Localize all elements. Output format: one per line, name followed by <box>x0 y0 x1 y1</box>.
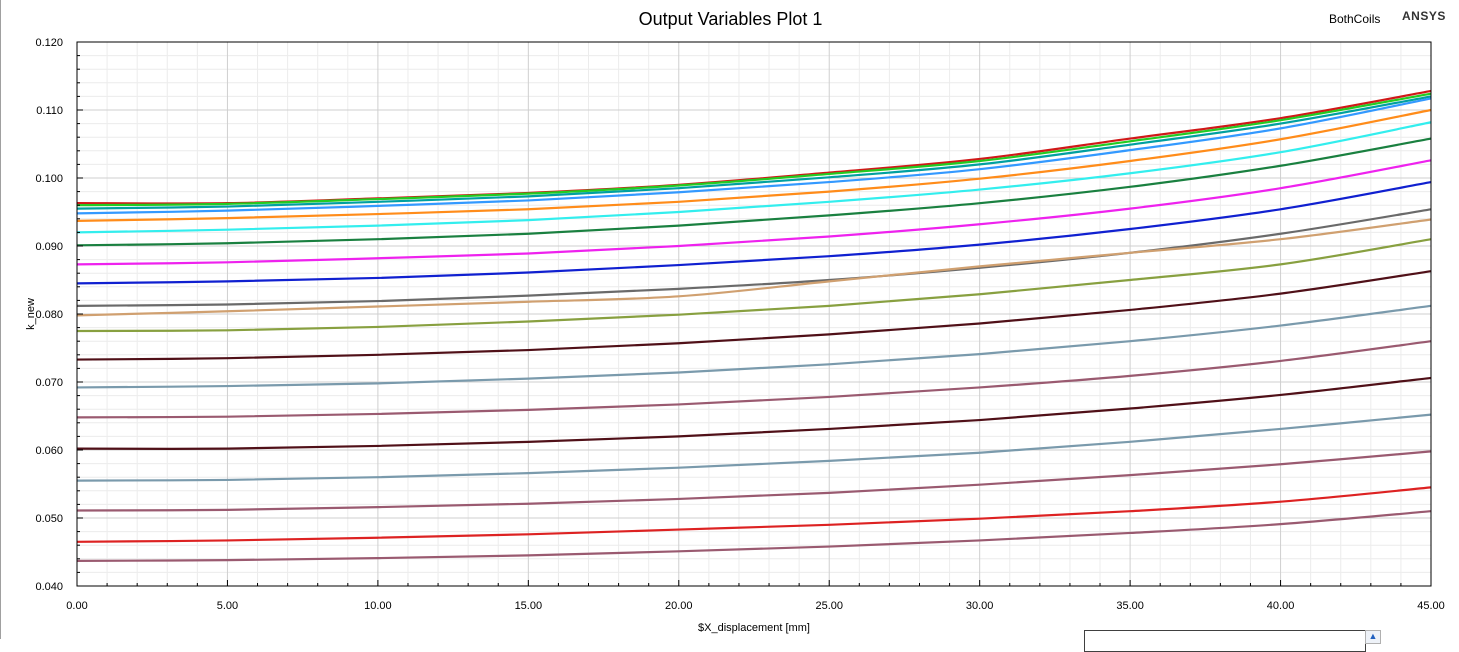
x-tick-label: 0.00 <box>66 600 87 612</box>
series-line-12 <box>76 238 1432 333</box>
y-tick-label: 0.070 <box>35 377 63 389</box>
series-line-5 <box>76 108 1432 222</box>
y-tick-labels: 0.040 0.050 0.060 0.070 0.080 0.090 0.100 0.110… <box>35 37 63 593</box>
y-tick-label: 0.040 <box>35 581 63 593</box>
series-line-18 <box>76 450 1432 512</box>
series-line-6 <box>76 121 1432 234</box>
series-line-10 <box>76 208 1432 307</box>
series-line-9 <box>76 180 1432 285</box>
series-line-15 <box>76 340 1432 419</box>
x-tick-label: 35.00 <box>1116 600 1144 612</box>
series-lines <box>76 89 1432 562</box>
series-line-3 <box>76 95 1432 210</box>
x-axis-title: $X_displacement [mm] <box>698 622 810 634</box>
plot-area[interactable]: 0.00 5.00 10.00 15.00 20.00 25.00 30.00 35.00 40… <box>1 0 1459 639</box>
y-tick-label: 0.050 <box>35 513 63 525</box>
axis-ticks <box>76 41 1432 587</box>
series-line-4 <box>76 97 1432 215</box>
design-name-label: BothCoils <box>1329 12 1381 26</box>
y-tick-label: 0.090 <box>35 241 63 253</box>
series-line-17 <box>76 413 1432 482</box>
legend-scroll-up-icon[interactable]: ▲ <box>1365 630 1381 644</box>
series-line-14 <box>76 304 1432 389</box>
x-tick-label: 40.00 <box>1267 600 1295 612</box>
series-line-16 <box>76 376 1432 450</box>
series-line-20 <box>76 510 1432 562</box>
y-tick-label: 0.080 <box>35 309 63 321</box>
series-line-8 <box>76 159 1432 266</box>
x-tick-label: 5.00 <box>217 600 238 612</box>
y-axis-title: k_new <box>25 298 37 330</box>
brand-logo: ANSYS <box>1402 9 1446 23</box>
legend-box[interactable] <box>1084 630 1366 652</box>
x-tick-labels: 0.00 5.00 10.00 15.00 20.00 25.00 30.00 35.00 40… <box>66 600 1444 612</box>
x-tick-label: 20.00 <box>665 600 693 612</box>
y-tick-label: 0.100 <box>35 173 63 185</box>
series-line-11 <box>76 218 1432 317</box>
series-line-2 <box>76 92 1432 207</box>
x-tick-label: 45.00 <box>1417 600 1445 612</box>
x-tick-label: 30.00 <box>966 600 994 612</box>
series-line-19 <box>76 486 1432 543</box>
x-tick-label: 10.00 <box>364 600 392 612</box>
chart-title: Output Variables Plot 1 <box>638 9 823 29</box>
series-line-7 <box>76 137 1432 247</box>
x-tick-label: 25.00 <box>815 600 843 612</box>
y-tick-label: 0.060 <box>35 445 63 457</box>
series-line-13 <box>76 270 1432 361</box>
y-tick-label: 0.120 <box>35 37 63 49</box>
x-tick-label: 15.00 <box>515 600 543 612</box>
y-tick-label: 0.110 <box>36 105 63 117</box>
